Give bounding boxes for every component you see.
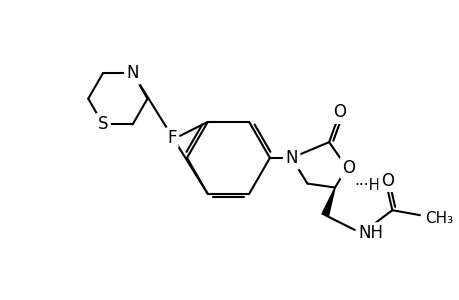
Text: S: S bbox=[98, 115, 108, 133]
Text: ···H: ···H bbox=[354, 178, 380, 193]
Text: O: O bbox=[380, 172, 393, 190]
Text: CH₃: CH₃ bbox=[424, 211, 452, 226]
Text: N: N bbox=[126, 64, 139, 82]
Text: O: O bbox=[341, 159, 355, 177]
Text: N: N bbox=[285, 149, 297, 167]
Text: O: O bbox=[333, 103, 346, 122]
Polygon shape bbox=[321, 188, 334, 216]
Text: NH: NH bbox=[358, 224, 383, 242]
Text: F: F bbox=[167, 129, 177, 147]
